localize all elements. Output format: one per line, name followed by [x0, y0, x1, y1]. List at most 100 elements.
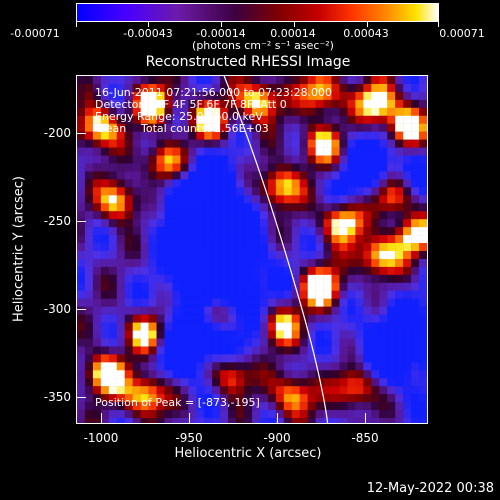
heatmap-pixel — [299, 115, 308, 124]
heatmap-pixel — [347, 258, 356, 268]
heatmap-pixel — [84, 227, 94, 236]
heatmap-pixel — [307, 338, 316, 347]
heatmap-pixel — [196, 219, 205, 228]
heatmap-pixel — [395, 266, 404, 276]
heatmap-pixel — [347, 99, 356, 109]
heatmap-pixel — [140, 306, 149, 315]
heatmap-pixel — [116, 314, 125, 323]
heatmap-pixel — [307, 147, 316, 156]
heatmap-pixel — [236, 298, 245, 307]
heatmap-pixel — [212, 418, 221, 423]
heatmap-pixel — [92, 219, 102, 228]
heatmap-pixel — [315, 179, 324, 188]
heatmap-pixel — [196, 274, 205, 284]
heatmap-pixel — [77, 187, 86, 196]
heatmap-pixel — [188, 219, 197, 228]
heatmap-pixel — [419, 139, 427, 148]
heatmap-pixel — [379, 274, 388, 284]
heatmap-pixel — [355, 394, 364, 403]
heatmap-pixel — [363, 123, 372, 132]
heatmap-pixel — [92, 211, 102, 220]
heatmap-pixel — [315, 227, 324, 236]
heatmap-pixel — [204, 250, 213, 260]
heatmap-pixel — [156, 187, 165, 196]
heatmap-pixel — [363, 163, 372, 172]
heatmap-pixel — [403, 83, 412, 93]
heatmap-pixel — [283, 115, 292, 124]
heatmap-pixel — [283, 362, 292, 371]
heatmap-pixel — [196, 211, 205, 220]
colorbar-tick — [148, 22, 149, 27]
heatmap-pixel — [172, 179, 181, 188]
heatmap-pixel — [116, 298, 125, 307]
heatmap-pixel — [379, 155, 388, 164]
heatmap-pixel — [355, 354, 364, 363]
heatmap-pixel — [403, 410, 412, 419]
heatmap-pixel — [172, 107, 181, 116]
heatmap-pixel — [379, 394, 388, 403]
heatmap-pixel — [204, 243, 213, 252]
heatmap-pixel — [108, 99, 117, 109]
heatmap-pixel — [395, 330, 404, 339]
heatmap-pixel — [108, 250, 117, 260]
heatmap-pixel — [188, 187, 197, 196]
heatmap-pixel — [132, 378, 141, 387]
heatmap-pixel — [212, 179, 221, 188]
heatmap-pixel — [132, 402, 141, 411]
heatmap-pixel — [204, 370, 213, 379]
heatmap-pixel — [387, 322, 396, 331]
heatmap-pixel — [252, 410, 261, 419]
heatmap-pixel — [307, 290, 316, 299]
heatmap-pixel — [116, 179, 125, 188]
heatmap-pixel — [411, 83, 420, 93]
heatmap-pixel — [395, 298, 404, 307]
heatmap-pixel — [315, 298, 324, 307]
heatmap-pixel — [403, 370, 412, 379]
heatmap-pixel — [395, 123, 404, 132]
heatmap-pixel — [132, 195, 141, 204]
heatmap-pixel — [164, 163, 173, 172]
heatmap-pixel — [204, 346, 213, 355]
heatmap-pixel — [291, 227, 300, 236]
heatmap-pixel — [204, 171, 213, 180]
heatmap-pixel — [100, 99, 110, 109]
heatmap-pixel — [363, 314, 372, 323]
heatmap-pixel — [228, 219, 237, 228]
heatmap-pixel — [291, 258, 300, 268]
heatmap-pixel — [220, 386, 229, 395]
heatmap-pixel — [220, 83, 229, 93]
heatmap-pixel — [164, 322, 173, 331]
heatmap-pixel — [220, 274, 229, 284]
heatmap-pixel — [275, 250, 285, 260]
heatmap-pixel — [156, 274, 165, 284]
heatmap-pixel — [387, 314, 396, 323]
heatmap-pixel — [84, 258, 94, 268]
heatmap-pixel — [283, 322, 292, 331]
heatmap-pixel — [132, 227, 141, 236]
heatmap-pixel — [299, 99, 308, 109]
heatmap-pixel — [180, 203, 189, 212]
heatmap-pixel — [77, 76, 86, 85]
heatmap-pixel — [84, 322, 94, 331]
heatmap-pixel — [164, 314, 173, 323]
heatmap-pixel — [188, 131, 197, 140]
heatmap-pixel — [228, 139, 237, 148]
heatmap-pixel — [212, 211, 221, 220]
heatmap-pixel — [84, 131, 94, 140]
heatmap-pixel — [172, 91, 181, 101]
heatmap-pixel — [371, 211, 380, 220]
heatmap-pixel — [323, 282, 332, 291]
heatmap-pixel — [267, 298, 277, 307]
heatmap-pixel — [236, 203, 245, 212]
heatmap-pixel — [411, 123, 420, 132]
heatmap-pixel — [363, 402, 372, 411]
heatmap-pixel — [347, 418, 356, 423]
heatmap-pixel — [363, 362, 372, 371]
heatmap-pixel — [140, 179, 149, 188]
heatmap-pixel — [92, 282, 102, 291]
heatmap-pixel — [132, 155, 141, 164]
heatmap-pixel — [363, 386, 372, 395]
heatmap-pixel — [244, 123, 253, 132]
heatmap-pixel — [204, 163, 213, 172]
heatmap-pixel — [164, 131, 173, 140]
